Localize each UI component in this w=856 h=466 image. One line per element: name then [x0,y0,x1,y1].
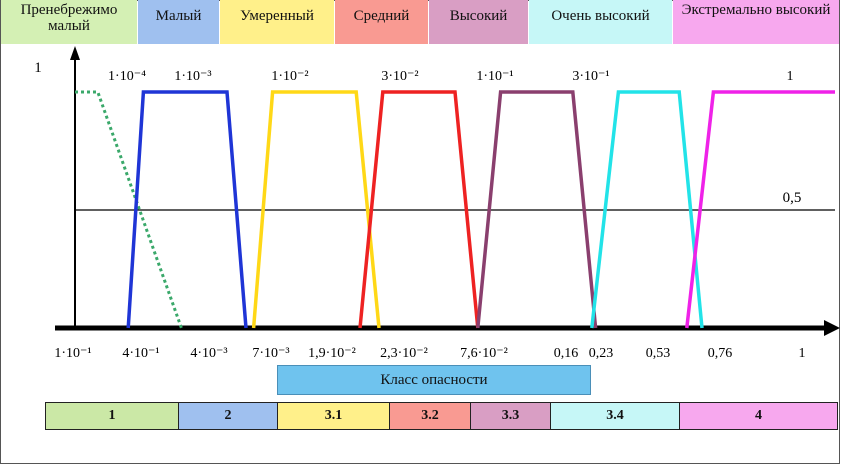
top-label-3: 1·10⁻² [271,69,308,84]
y-tick-half: 0,5 [783,190,802,206]
x-tick-label-3: 4·10⁻³ [190,346,227,361]
x-tick-label-4: 7·10⁻³ [252,346,289,361]
x-tick-label-6: 2,3·10⁻² [380,346,428,361]
x-tick-label-1: 1·10⁻¹ [54,346,91,361]
series-line-6 [590,90,704,329]
top-label-6: 3·10⁻¹ [572,69,609,84]
header-cell-medium: Средний [335,0,428,44]
axis-caption-box: Класс опасности [277,365,591,395]
x-tick-label-7: 7,6·10⁻² [460,346,508,361]
series-line-4 [358,90,480,329]
class-cell-2: 2 [178,402,278,430]
header-cell-very-high: Очень высокий [529,0,672,44]
class-cell-3-2: 3.2 [389,402,471,430]
axis-caption: Класс опасности [380,371,488,388]
x-tick-label-5: 1,9·10⁻² [308,346,356,361]
series-line-5 [476,90,598,329]
class-cell-4: 4 [679,402,838,430]
x-axis-arrow [824,320,840,336]
y-tick-1: 1 [34,60,42,76]
top-label-7: 1 [787,69,794,84]
header-cell-high: Высокий [429,0,528,44]
class-cell-3-3: 3.3 [470,402,551,430]
top-label-1: 1·10⁻⁴ [108,69,146,84]
class-cell-1: 1 [45,402,179,430]
series-line-3 [251,90,381,329]
series-line-7 [685,90,835,329]
x-tick-label-2: 4·10⁻¹ [122,346,159,361]
header-cell-moderate: Умеренный [220,0,334,44]
series-line-1 [75,90,183,329]
x-tick-label-11: 0,76 [708,346,733,361]
header-cell-extreme: Экстремально высокий [673,0,839,44]
class-cell-3-1: 3.1 [277,402,390,430]
top-label-5: 1·10⁻¹ [476,69,513,84]
x-tick-label-8: 0,16 [554,346,579,361]
header-cell-negligible: Пренебрежимо малый [1,0,137,44]
series-line-2 [126,90,248,329]
y-axis-arrow [70,46,80,60]
x-tick-label-10: 0,53 [646,346,671,361]
top-label-4: 3·10⁻² [381,69,418,84]
class-cell-3-4: 3.4 [550,402,680,430]
x-tick-label-9: 0,23 [589,346,614,361]
x-tick-label-12: 1 [799,346,806,361]
top-label-2: 1·10⁻³ [174,69,211,84]
header-cell-low: Малый [138,0,219,44]
